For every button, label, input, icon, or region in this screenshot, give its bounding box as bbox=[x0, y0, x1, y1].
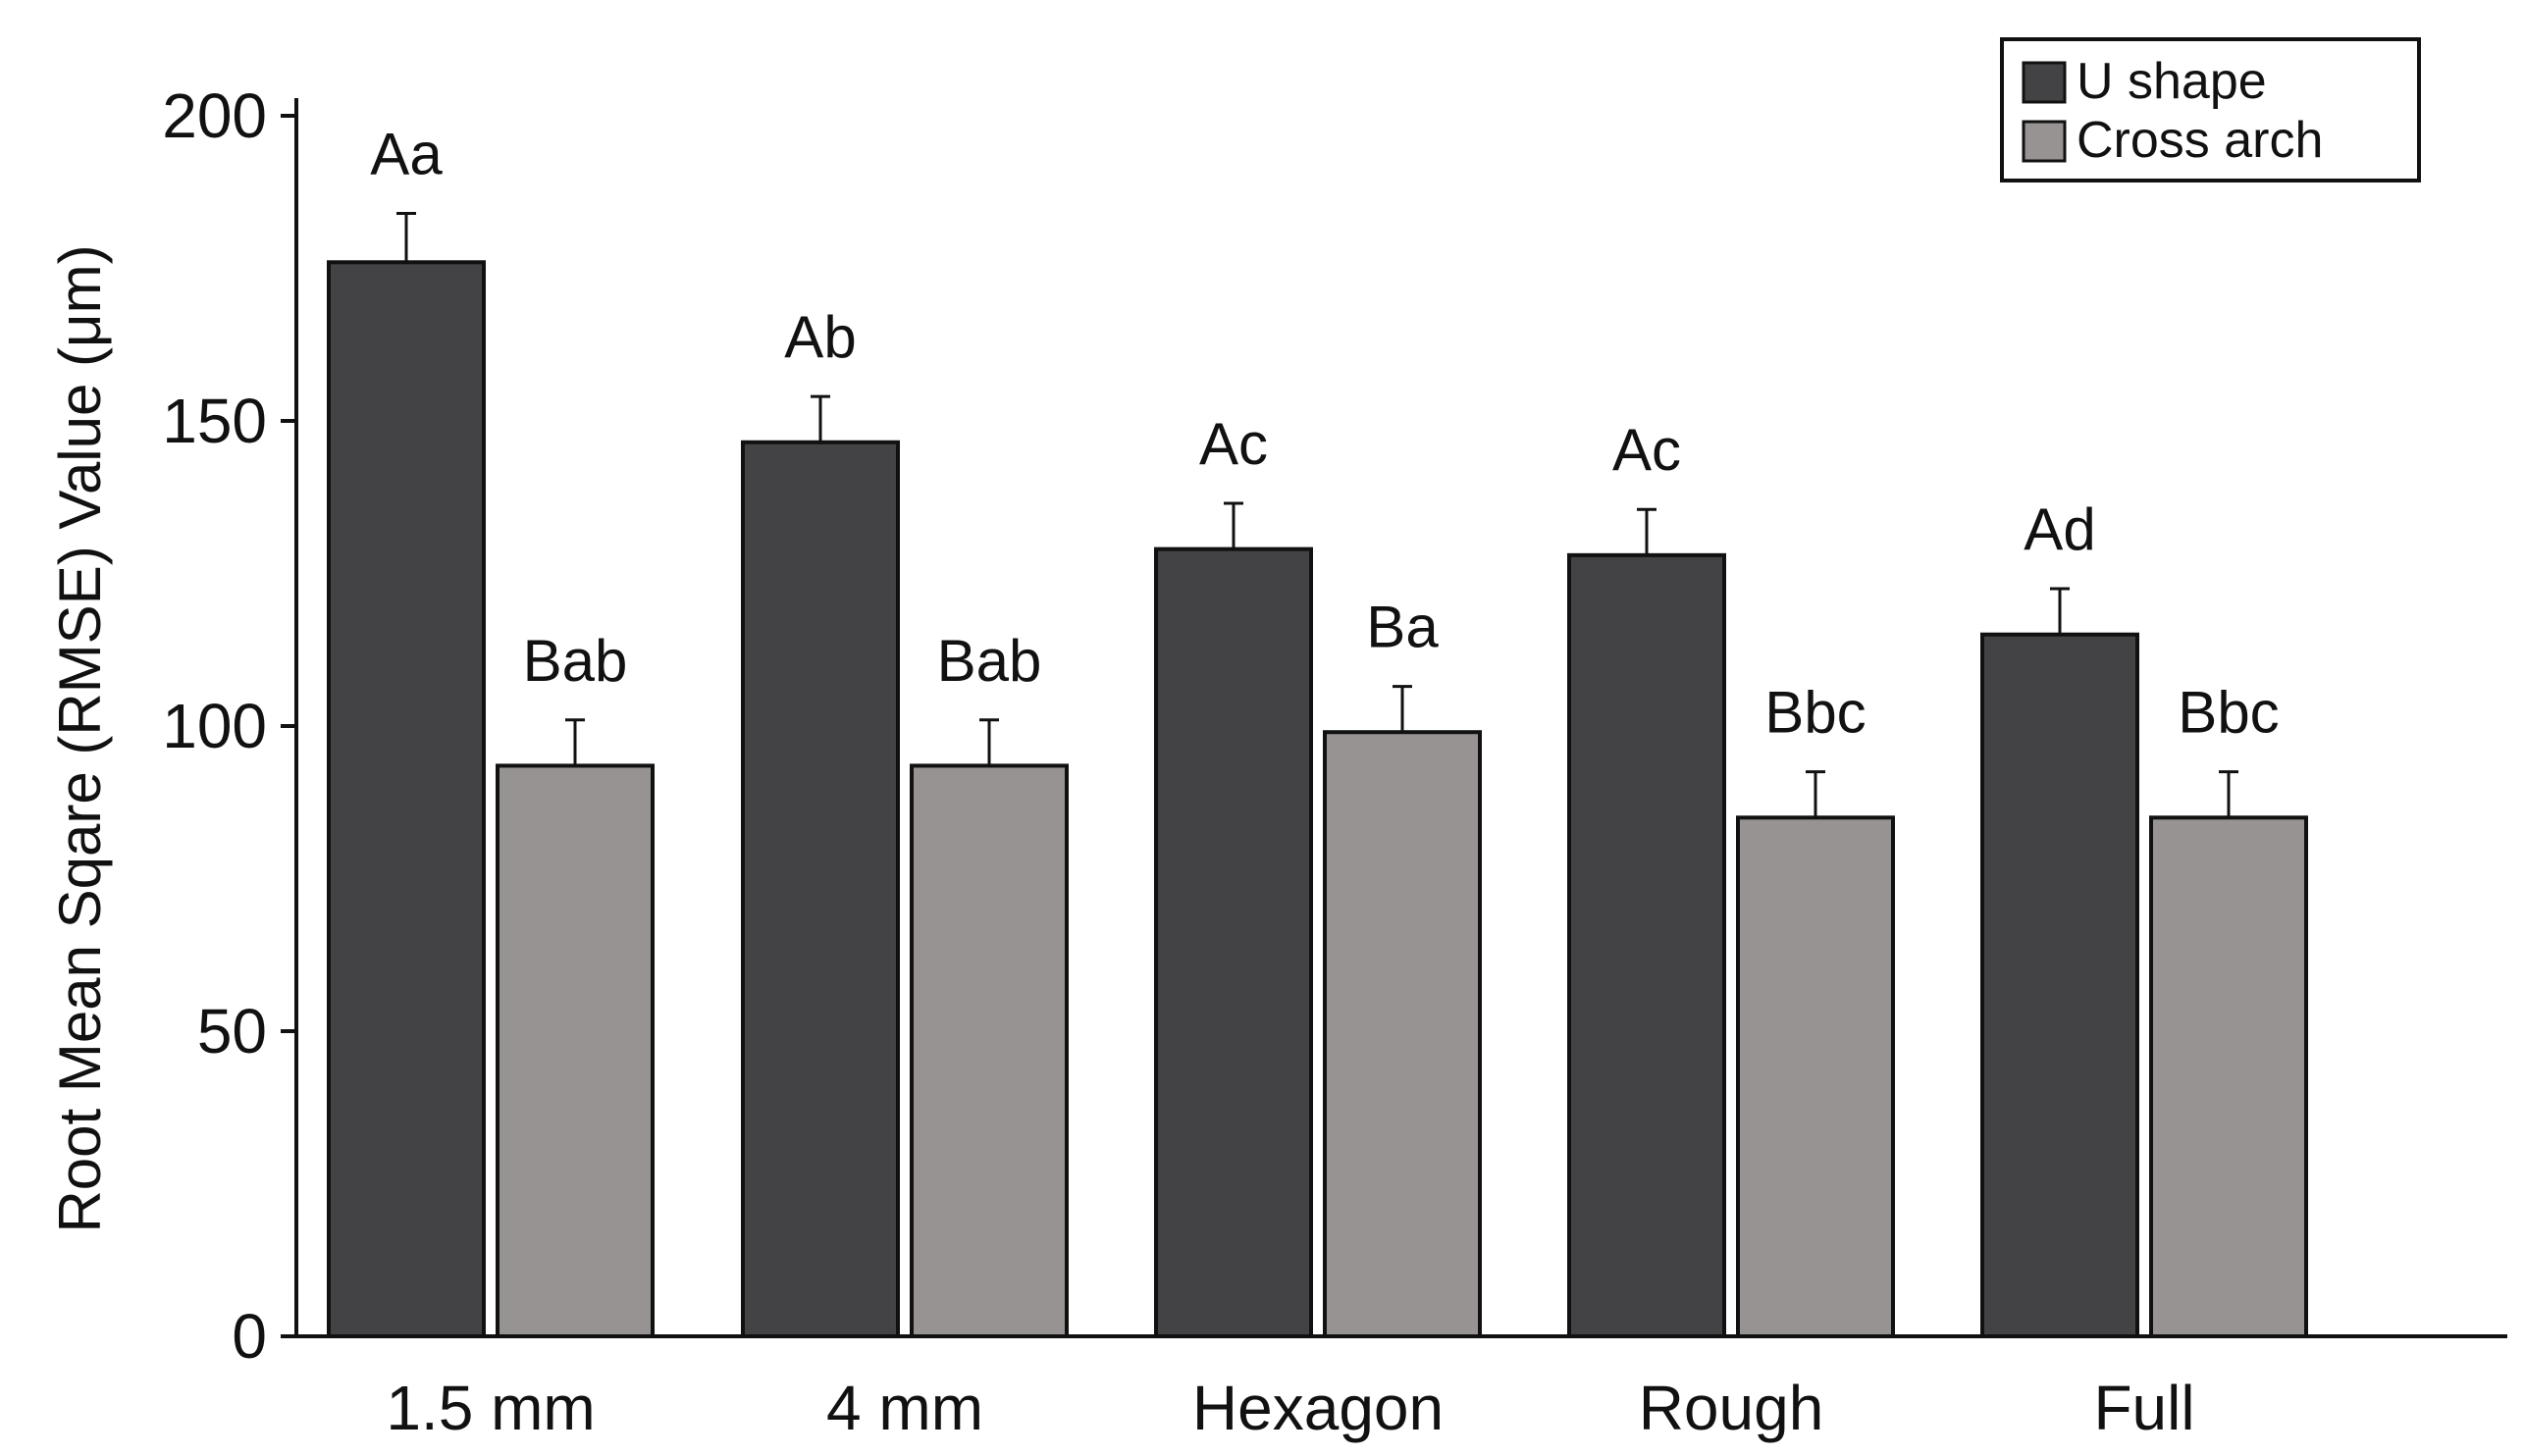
bar-u-shape bbox=[1154, 546, 1313, 1338]
bar-significance-label: Bab bbox=[523, 628, 628, 694]
bar-significance-label: Bbc bbox=[2178, 680, 2279, 746]
y-axis-label: Root Mean Sqare (RMSE) Value (μm) bbox=[47, 244, 113, 1232]
bar-cross-arch bbox=[1736, 815, 1895, 1338]
bar-significance-label: Ac bbox=[1612, 417, 1681, 483]
bar-significance-label: Bbc bbox=[1764, 680, 1866, 746]
legend-label: Cross arch bbox=[2077, 112, 2323, 169]
bar-cross-arch bbox=[1323, 730, 1482, 1338]
y-tick-label: 50 bbox=[197, 996, 267, 1066]
bar-cross-arch bbox=[910, 763, 1069, 1338]
bar-u-shape bbox=[1567, 552, 1726, 1338]
bar-cross-arch bbox=[496, 763, 655, 1338]
bar-significance-label: Ab bbox=[784, 304, 856, 370]
x-category-label: 1.5 mm bbox=[386, 1373, 595, 1443]
y-tick-label: 150 bbox=[162, 386, 267, 456]
bar-significance-label: Bab bbox=[937, 628, 1042, 694]
bar-significance-label: Ba bbox=[1366, 595, 1439, 660]
bar-cross-arch bbox=[2149, 815, 2308, 1338]
x-category-label: Hexagon bbox=[1192, 1373, 1444, 1443]
x-category-label: Full bbox=[2093, 1373, 2194, 1443]
y-tick-label: 200 bbox=[162, 80, 267, 151]
y-tick-label: 100 bbox=[162, 691, 267, 761]
legend-label: U shape bbox=[2077, 53, 2267, 110]
bar-u-shape bbox=[327, 260, 486, 1338]
legend-swatch bbox=[2022, 120, 2067, 163]
bar-u-shape bbox=[741, 440, 900, 1338]
legend-swatch bbox=[2022, 61, 2067, 104]
x-category-label: Rough bbox=[1639, 1373, 1824, 1443]
bar-significance-label: Aa bbox=[370, 122, 443, 187]
bar-u-shape bbox=[1980, 632, 2139, 1338]
legend-box bbox=[2000, 37, 2421, 182]
x-category-label: 4 mm bbox=[826, 1373, 983, 1443]
y-tick-label: 0 bbox=[232, 1301, 267, 1372]
bar-significance-label: Ad bbox=[2024, 496, 2095, 562]
bars: 1.5 mm Aa Bab 4 mm Ab Bab Hexagon Ac Ba Rough Ac Bb… bbox=[327, 122, 2308, 1443]
bar-significance-label: Ac bbox=[1199, 411, 1268, 477]
